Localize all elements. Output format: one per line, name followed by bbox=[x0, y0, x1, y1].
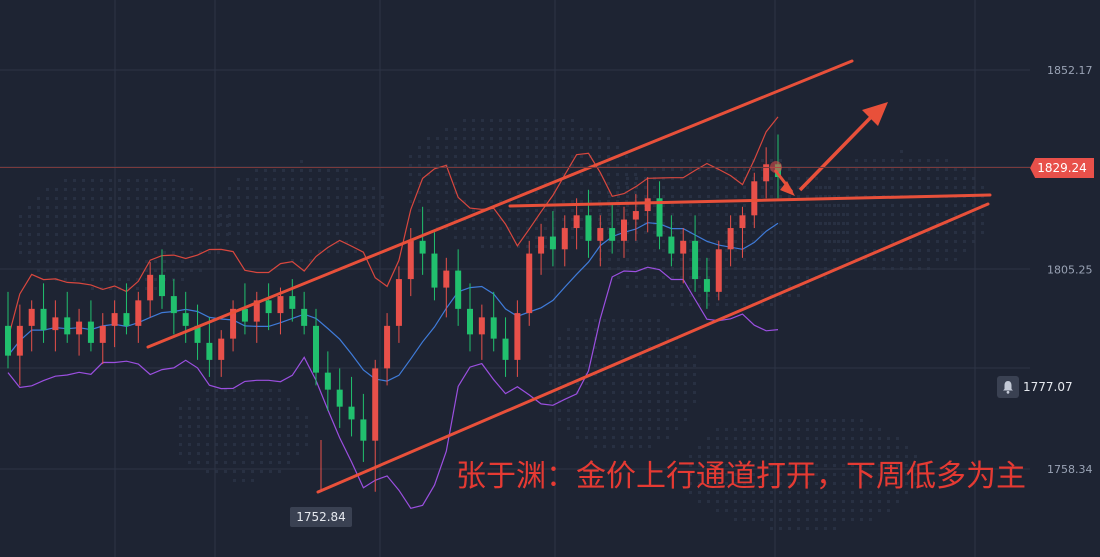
candle bbox=[313, 308, 319, 386]
candle bbox=[28, 300, 35, 352]
candle bbox=[455, 249, 462, 326]
candle bbox=[467, 283, 473, 352]
current-price-marker bbox=[770, 161, 782, 173]
trend-drawings bbox=[0, 59, 1030, 494]
candle bbox=[384, 313, 391, 386]
upward-arrow[interactable] bbox=[798, 110, 878, 192]
candle bbox=[87, 300, 94, 352]
candle bbox=[111, 300, 118, 348]
current-price-tag: 1829.24 bbox=[1030, 158, 1094, 178]
candle bbox=[230, 300, 237, 352]
candle bbox=[443, 257, 450, 318]
candle bbox=[64, 291, 71, 343]
candle bbox=[609, 202, 616, 254]
candle bbox=[206, 317, 213, 377]
candle bbox=[324, 351, 331, 411]
candle bbox=[159, 249, 165, 309]
candle bbox=[147, 262, 154, 318]
candle bbox=[170, 279, 177, 335]
candle bbox=[372, 359, 379, 492]
candle bbox=[549, 211, 556, 267]
upper-band bbox=[7, 116, 779, 339]
candle bbox=[395, 266, 402, 343]
candle bbox=[739, 206, 746, 258]
candle bbox=[585, 189, 592, 258]
candle bbox=[668, 215, 675, 267]
horizontal-resistance-line[interactable] bbox=[508, 193, 992, 208]
candle bbox=[348, 376, 355, 437]
candle bbox=[99, 313, 106, 365]
candle bbox=[123, 283, 130, 335]
alert-area: 1777.07 bbox=[997, 376, 1097, 400]
candle bbox=[52, 300, 59, 352]
candle bbox=[419, 206, 426, 275]
candle bbox=[16, 304, 23, 386]
chart-annotation: 张于渊：金价上行通道打开，下周低多为主 bbox=[456, 459, 1026, 494]
candle bbox=[478, 304, 485, 360]
candle bbox=[715, 240, 722, 301]
candle bbox=[5, 291, 11, 369]
alert-price-label: 1777.07 bbox=[1023, 380, 1073, 394]
y-tick-label: 1805.25 bbox=[1047, 264, 1093, 277]
candle bbox=[597, 215, 604, 267]
candle bbox=[135, 291, 142, 343]
candle bbox=[573, 198, 580, 250]
low-price-tag: 1752.84 bbox=[290, 507, 352, 527]
upper-channel-line[interactable] bbox=[146, 59, 854, 349]
candle bbox=[76, 308, 83, 356]
bell-icon bbox=[1003, 381, 1013, 394]
candle bbox=[40, 283, 47, 343]
candle bbox=[194, 304, 201, 360]
lower-band bbox=[7, 266, 779, 509]
y-tick-label: 1852.17 bbox=[1047, 64, 1093, 77]
candle bbox=[621, 206, 627, 258]
candle bbox=[253, 291, 260, 343]
candle bbox=[526, 240, 533, 326]
lower-channel-line[interactable] bbox=[316, 202, 990, 494]
candle bbox=[301, 291, 308, 335]
candle bbox=[656, 181, 663, 250]
candle bbox=[692, 215, 699, 292]
candle bbox=[680, 228, 687, 284]
candle bbox=[490, 291, 497, 352]
candle bbox=[182, 291, 189, 343]
candle bbox=[218, 330, 225, 377]
candle bbox=[561, 215, 568, 267]
y-tick-label: 1758.34 bbox=[1047, 463, 1093, 476]
candle bbox=[277, 287, 284, 335]
candle bbox=[703, 257, 710, 309]
candle bbox=[360, 393, 367, 462]
candle bbox=[763, 147, 770, 199]
alert-button[interactable] bbox=[997, 376, 1019, 398]
candle bbox=[727, 215, 734, 267]
candle bbox=[265, 283, 272, 331]
candle bbox=[538, 223, 545, 275]
y-axis-ticks: 1852.17 1805.25 1758.34 bbox=[1047, 64, 1093, 476]
candlesticks bbox=[5, 134, 781, 492]
candle bbox=[644, 177, 651, 233]
candle bbox=[336, 368, 343, 428]
candle bbox=[502, 317, 509, 377]
bollinger-bands bbox=[7, 116, 779, 509]
candle bbox=[514, 300, 521, 377]
candle bbox=[289, 279, 296, 322]
candle bbox=[431, 232, 438, 301]
